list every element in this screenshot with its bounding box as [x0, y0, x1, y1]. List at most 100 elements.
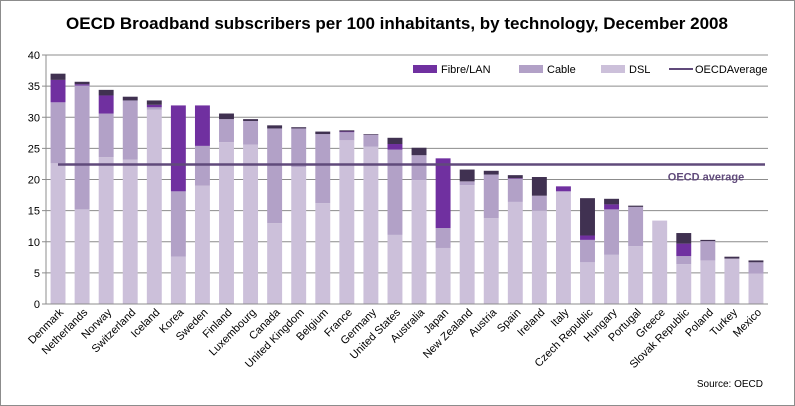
bar-segment-fibre-lan	[507, 178, 523, 179]
bar-segment-dsl	[219, 142, 234, 304]
bar-segment-cable	[580, 239, 595, 263]
bar-segment-dsl	[628, 246, 644, 304]
bar-segment-dsl	[74, 209, 90, 304]
bar-segment-cable	[459, 181, 475, 186]
bar-segment-dsl	[483, 218, 499, 304]
bar-segment-fibre-lan	[170, 105, 186, 192]
bar-segment-dsl	[411, 180, 427, 304]
legend-swatch	[413, 65, 437, 73]
bar-segment-cable	[676, 256, 692, 265]
y-tick-label: 25	[28, 143, 40, 155]
bar-segment-dsl	[531, 210, 547, 304]
bar-segment-other	[604, 198, 620, 205]
bar-segment-fibre-lan	[387, 144, 403, 150]
bar-segment-other	[580, 198, 595, 236]
bar-segment-fibre-lan	[580, 235, 595, 240]
bar-segment-cable	[267, 128, 283, 224]
bar-segment-dsl	[676, 264, 692, 304]
bar-segment-fibre-lan	[146, 104, 162, 108]
bar-segment-other	[700, 239, 716, 242]
bar-segment-dsl	[459, 185, 475, 304]
bar-segment-other	[98, 89, 114, 96]
bar-segment-other	[219, 113, 234, 120]
bar-segment-cable	[483, 174, 499, 219]
bar-segment-other	[387, 137, 403, 145]
bar-segment-dsl	[652, 220, 668, 304]
bar-segment-cable	[531, 195, 547, 211]
bar-segment-cable	[748, 262, 764, 274]
bar-segment-fibre-lan	[339, 131, 355, 133]
bar-segment-cable	[411, 155, 427, 181]
bar-segment-other	[676, 233, 692, 244]
x-tick-label: Austria	[467, 306, 500, 339]
bar-segment-cable	[507, 178, 523, 202]
bar-segment-other	[507, 175, 523, 179]
bar-segment-other	[628, 205, 644, 207]
bar-segment-dsl	[243, 144, 259, 304]
bar-segment-other	[724, 256, 740, 259]
bar-segment-fibre-lan	[50, 79, 66, 103]
bar-segment-cable	[628, 206, 644, 247]
bar-segment-other	[122, 96, 138, 101]
bar-segment-cable	[98, 113, 114, 158]
y-tick-label: 15	[28, 206, 40, 218]
bar-segment-dsl	[50, 163, 66, 304]
bar-segment-cable	[604, 209, 620, 255]
bar-segment-dsl	[700, 260, 716, 304]
bar-segment-other	[315, 131, 331, 135]
bar-segment-dsl	[146, 109, 162, 304]
bar-segment-cable	[50, 102, 66, 164]
bar-segment-other	[243, 119, 259, 121]
bar-segment-cable	[243, 120, 259, 145]
legend-label: Fibre/LAN	[441, 64, 491, 76]
bar-segment-cable	[435, 228, 451, 248]
bar-segment-other	[459, 169, 475, 182]
bar-segment-dsl	[98, 157, 114, 304]
bar-segment-cable	[700, 241, 716, 261]
source-note: Source: OECD	[697, 379, 763, 390]
legend-label: Cable	[547, 64, 576, 76]
bar-segment-fibre-lan	[74, 84, 90, 86]
bar-segment-cable	[315, 134, 331, 204]
bar-segment-fibre-lan	[98, 95, 114, 114]
bar-segment-other	[74, 81, 90, 85]
bar-segment-dsl	[315, 203, 331, 304]
bar-segment-cable	[291, 128, 307, 168]
bar-segment-other	[363, 134, 379, 135]
bar-segment-cable	[219, 119, 234, 143]
legend: Fibre/LAN Cable DSL OECDAverage	[413, 64, 768, 76]
reference-line-layer: OECD average	[58, 163, 765, 184]
bar-segment-dsl	[339, 140, 355, 304]
bar-segment-dsl	[170, 256, 186, 304]
bar-segment-cable	[122, 100, 138, 160]
y-tick-label: 10	[28, 237, 40, 249]
x-tick-label: Ireland	[515, 307, 547, 339]
legend-label: OECDAverage	[695, 64, 768, 76]
y-tick-label: 35	[28, 81, 40, 93]
bar-segment-dsl	[363, 146, 379, 304]
chart-title: OECD Broadband subscribers per 100 inhab…	[66, 14, 728, 33]
bar-segment-other	[339, 130, 355, 132]
bar-segment-dsl	[194, 185, 210, 304]
grid-layer	[46, 54, 768, 274]
bar-segment-dsl	[435, 247, 451, 304]
bar-segment-other	[50, 73, 66, 80]
legend-label: DSL	[629, 64, 650, 76]
oecd-average-label: OECD average	[668, 172, 744, 184]
bar-segment-dsl	[122, 159, 138, 304]
bar-segment-other	[267, 125, 283, 129]
y-tick-label: 30	[28, 112, 40, 124]
bar-segment-dsl	[387, 234, 403, 304]
bar-segment-cable	[74, 85, 90, 210]
bar-segment-dsl	[604, 254, 620, 304]
y-tick-label: 20	[28, 175, 40, 187]
legend-swatch	[601, 65, 625, 73]
bar-segment-cable	[146, 107, 162, 110]
bar-segment-fibre-lan	[555, 186, 571, 192]
bar-segment-other	[483, 170, 499, 175]
bar-segment-fibre-lan	[604, 204, 620, 210]
bar-segment-dsl	[267, 223, 283, 304]
bar-segment-other	[531, 177, 547, 196]
